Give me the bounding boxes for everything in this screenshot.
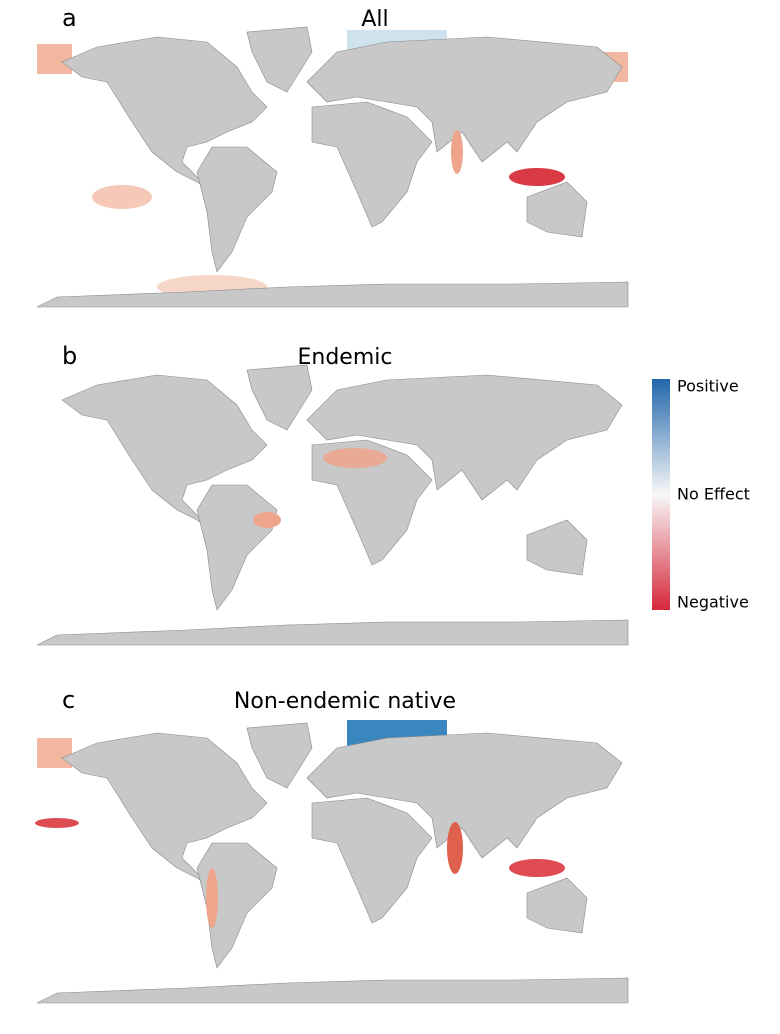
region xyxy=(509,168,565,186)
panel-title: All xyxy=(361,7,388,32)
region xyxy=(253,512,281,528)
map xyxy=(35,720,629,1004)
legend-label: Positive xyxy=(677,377,739,396)
region xyxy=(323,448,387,468)
panel-letter: b xyxy=(62,342,77,370)
panel-title: Non-endemic native xyxy=(234,689,456,714)
panel-letter: c xyxy=(62,686,75,714)
region xyxy=(447,822,463,874)
region xyxy=(451,130,463,174)
land xyxy=(36,364,629,646)
region xyxy=(37,738,72,768)
legend-label: Negative xyxy=(677,593,749,612)
region xyxy=(92,185,152,209)
color-bar xyxy=(652,379,670,610)
map xyxy=(36,364,629,646)
region xyxy=(37,44,72,74)
land xyxy=(36,26,629,308)
panel-letter: a xyxy=(62,4,77,32)
region xyxy=(509,859,565,877)
region xyxy=(206,868,218,928)
panel-title: Endemic xyxy=(298,345,393,370)
region xyxy=(35,818,79,828)
legend-label: No Effect xyxy=(677,485,750,504)
map xyxy=(36,26,629,308)
